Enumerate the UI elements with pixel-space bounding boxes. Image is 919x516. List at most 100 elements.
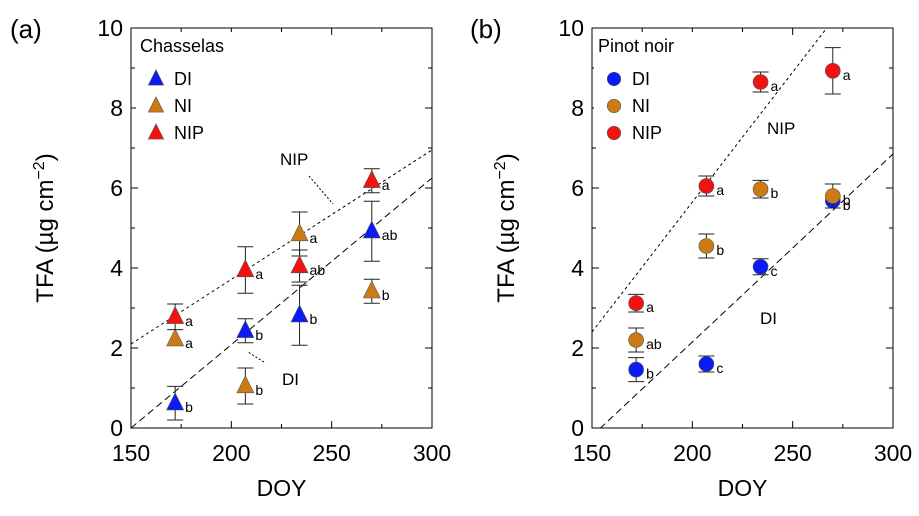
y-tick-label: 0 [571, 415, 584, 441]
y-tick-label: 2 [110, 335, 123, 361]
data-point [698, 238, 715, 254]
significance-label: ab [646, 336, 662, 352]
significance-label: c [771, 263, 778, 279]
data-point [628, 295, 644, 312]
data-point [166, 328, 185, 347]
x-tick-label: 300 [874, 440, 912, 466]
y-tick-label: 2 [571, 335, 584, 361]
significance-label: a [716, 182, 724, 198]
data-point [362, 169, 381, 188]
legend-label-nip: NIP [174, 123, 204, 143]
fit-line-label-nip: NIP [767, 119, 795, 138]
significance-label: b [255, 327, 263, 343]
series-nip: a a a a [628, 47, 851, 315]
significance-label: a [843, 67, 851, 83]
panel-label: (b) [470, 14, 502, 44]
x-tick-label: 250 [312, 440, 350, 466]
y-axis-label-close: ) [32, 153, 59, 161]
significance-label: ab [382, 227, 398, 243]
data-point [290, 223, 309, 242]
y-tick-label: 4 [110, 255, 123, 281]
x-tick-label: 250 [773, 440, 811, 466]
y-tick-label: 10 [558, 15, 584, 41]
y-tick-label: 4 [571, 255, 584, 281]
legend: Chasselas DI NI NIP [136, 32, 254, 143]
fit-line-label-nip: NIP [280, 150, 308, 169]
data-point [362, 280, 381, 299]
series-nip: a a ab a [166, 168, 390, 331]
x-tick-label: 150 [573, 440, 611, 466]
legend-label-di: DI [174, 69, 192, 89]
significance-label: b [185, 399, 193, 415]
significance-label: b [716, 242, 724, 258]
significance-label: b [843, 192, 851, 208]
significance-label: a [382, 177, 390, 193]
legend-label-nip: NIP [632, 123, 662, 143]
x-axis-label: DOY [718, 475, 768, 501]
data-point [824, 63, 841, 79]
fit-line-label-di: DI [282, 370, 299, 389]
panel-a: (a) 150 200 250 300 0 2 4 6 8 10 DOY TFA (µg cm−2) NI… [10, 14, 451, 501]
data-point [166, 392, 185, 411]
y-axis-label: TFA (µg cm−2) [492, 153, 520, 302]
significance-label: a [771, 78, 779, 94]
legend-marker-di [147, 69, 165, 86]
significance-label: b [771, 185, 779, 201]
x-tick-label: 300 [413, 440, 451, 466]
y-axis-label-close: ) [493, 153, 520, 161]
legend-background [594, 32, 712, 142]
data-point [236, 375, 255, 394]
data-point [290, 304, 309, 323]
significance-label: b [646, 366, 654, 382]
fit-line-di [599, 153, 893, 428]
data-point [236, 259, 255, 278]
legend-label-ni: NI [174, 96, 192, 116]
legend-title: Pinot noir [598, 36, 674, 56]
fit-line-leader [308, 175, 334, 205]
significance-label: a [646, 299, 654, 315]
data-point [752, 74, 769, 90]
data-point [698, 178, 715, 194]
y-axis-label-main: TFA (µg cm [493, 180, 520, 303]
significance-label: c [716, 360, 723, 376]
fit-line-leader [247, 351, 265, 363]
significance-label: b [382, 287, 390, 303]
y-axis-label-superscript: −2 [492, 161, 509, 179]
data-point [628, 332, 644, 348]
data-point [236, 319, 255, 338]
significance-label: ab [310, 262, 326, 278]
data-point [290, 255, 309, 274]
y-tick-label: 6 [571, 175, 584, 201]
significance-label: b [843, 197, 851, 213]
data-point [824, 188, 841, 204]
significance-label: a [255, 266, 263, 282]
significance-label: a [185, 313, 193, 329]
legend-marker-ni [606, 98, 622, 114]
panel-b: (b) 150 200 250 300 0 2 4 6 8 10 DOY TFA (µg cm−2) NI… [470, 14, 912, 501]
y-axis-label-superscript: −2 [31, 161, 48, 179]
y-tick-label: 10 [97, 15, 123, 41]
legend-label-ni: NI [632, 96, 650, 116]
y-axis-label: TFA (µg cm−2) [31, 153, 59, 302]
x-axis-label: DOY [257, 475, 307, 501]
y-tick-label: 8 [571, 95, 584, 121]
y-tick-label: 8 [110, 95, 123, 121]
legend-marker-ni [147, 96, 165, 113]
y-axis-label-main: TFA (µg cm [32, 180, 59, 303]
significance-label: b [310, 311, 318, 327]
legend-background [136, 32, 254, 142]
series-di: b c c b [628, 193, 851, 383]
y-tick-label: 0 [110, 415, 123, 441]
legend-marker-di [606, 71, 622, 87]
legend-title: Chasselas [140, 36, 224, 56]
fit-line-label-di: DI [760, 309, 777, 328]
x-tick-label: 200 [212, 440, 250, 466]
data-point [166, 305, 185, 324]
x-tick-label: 200 [673, 440, 711, 466]
significance-label: b [255, 382, 263, 398]
legend-marker-nip [147, 123, 165, 140]
